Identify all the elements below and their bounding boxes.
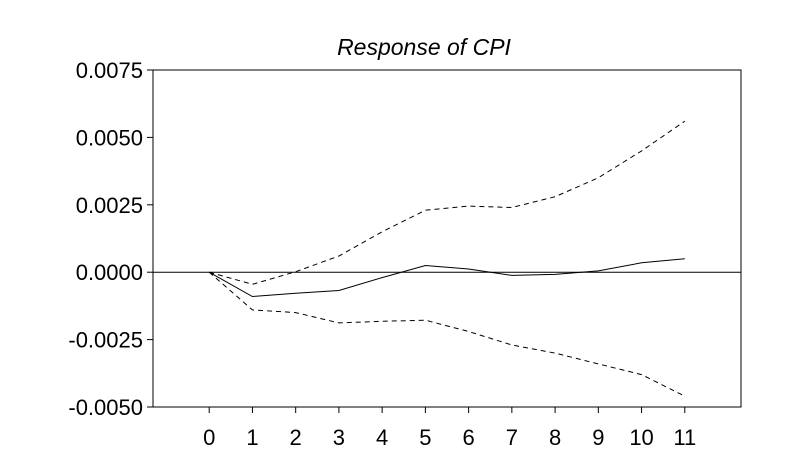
lower-band-line [208, 271, 686, 397]
x-tick-label: 10 [629, 425, 653, 450]
response-line [208, 258, 685, 298]
x-tick-label: 9 [592, 425, 604, 450]
x-tick-label: 5 [419, 425, 431, 450]
y-tick-label: 0.0000 [76, 260, 143, 285]
y-tick-label: -0.0025 [68, 328, 143, 353]
upper-band-line [209, 120, 686, 285]
x-tick-label: 8 [549, 425, 561, 450]
x-axis: 0 1 2 3 4 5 6 7 8 9 10 11 [203, 407, 696, 450]
chart-title: Response of CPI [337, 34, 511, 60]
plot-frame [152, 69, 742, 408]
x-tick-label: 6 [462, 425, 474, 450]
y-axis: 0.0075 0.0050 0.0025 0.0000 -0.0025 -0.0050 [68, 58, 153, 420]
x-tick-label: 7 [506, 425, 518, 450]
x-tick-label: 3 [333, 425, 345, 450]
y-tick-label: 0.0075 [76, 58, 143, 83]
x-tick-label: 2 [290, 425, 302, 450]
x-tick-label: 1 [246, 425, 258, 450]
series-layer [208, 120, 686, 397]
y-tick-label: -0.0050 [68, 395, 143, 420]
y-tick-label: 0.0050 [76, 125, 143, 150]
x-tick-label: 0 [203, 425, 215, 450]
x-tick-label: 4 [376, 425, 388, 450]
y-tick-label: 0.0025 [76, 193, 143, 218]
x-tick-label: 11 [673, 425, 696, 450]
